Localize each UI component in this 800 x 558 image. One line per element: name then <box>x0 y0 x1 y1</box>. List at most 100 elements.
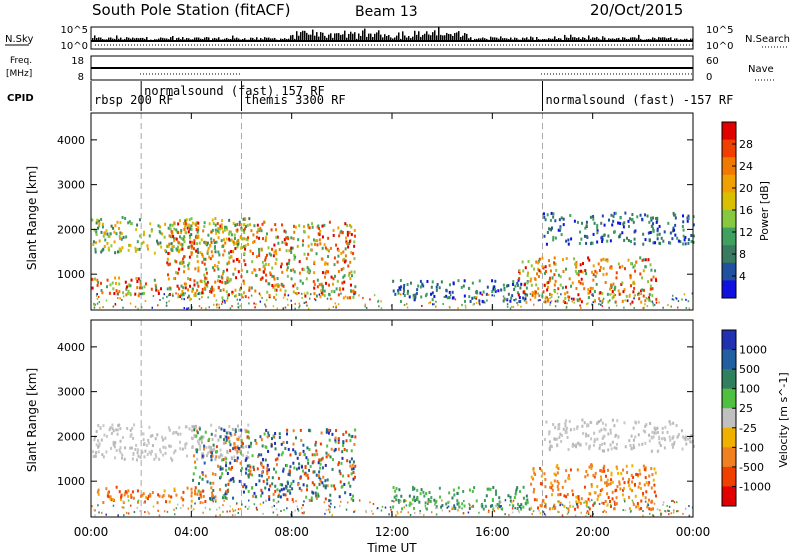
data-cell <box>652 216 655 220</box>
data-cell <box>159 241 162 245</box>
data-cell <box>198 241 201 245</box>
data-cell <box>551 293 553 296</box>
data-cell <box>122 235 125 239</box>
data-cell <box>240 228 243 232</box>
data-cell <box>435 300 437 303</box>
data-cell <box>95 230 98 234</box>
data-cell <box>462 512 465 515</box>
data-cell <box>424 501 427 505</box>
data-cell <box>138 234 141 238</box>
data-cell <box>622 222 625 226</box>
nsky-bar <box>572 37 574 41</box>
data-cell <box>197 234 200 238</box>
data-cell <box>222 269 225 273</box>
data-cell <box>305 474 308 478</box>
data-cell <box>97 504 99 507</box>
data-cell <box>400 500 402 503</box>
data-cell <box>448 296 451 300</box>
data-cell <box>650 224 653 228</box>
data-cell <box>212 481 215 485</box>
data-cell <box>512 280 515 284</box>
data-cell <box>631 499 634 502</box>
power-plot-area <box>91 113 693 310</box>
data-cell <box>656 229 659 233</box>
data-cell <box>211 254 214 258</box>
data-cell <box>662 239 665 243</box>
data-cell <box>638 443 641 447</box>
data-cell <box>244 458 247 462</box>
data-cell <box>662 501 665 504</box>
y-tick-label: 2000 <box>57 223 85 236</box>
data-cell <box>173 451 176 455</box>
data-cell <box>300 438 303 442</box>
data-cell <box>256 467 259 471</box>
data-cell <box>627 258 630 262</box>
nsky-bar <box>176 38 178 41</box>
data-cell <box>399 293 402 296</box>
data-cell <box>177 231 180 235</box>
data-cell <box>525 286 528 290</box>
data-cell <box>308 428 311 432</box>
data-cell <box>277 285 280 289</box>
data-cell <box>286 266 289 270</box>
data-cell <box>105 434 108 438</box>
data-cell <box>148 234 151 238</box>
data-cell <box>353 475 356 479</box>
data-cell <box>222 504 224 507</box>
data-cell <box>594 269 597 273</box>
data-cell <box>540 474 543 478</box>
data-cell <box>170 235 173 239</box>
data-cell <box>170 242 173 246</box>
data-cell <box>254 289 257 293</box>
data-cell <box>597 494 600 498</box>
data-cell <box>187 307 190 310</box>
data-cell <box>205 267 208 271</box>
data-cell <box>554 473 557 477</box>
data-cell <box>274 284 277 288</box>
data-cell <box>109 426 112 430</box>
nsky-bar <box>570 34 572 41</box>
data-cell <box>392 279 395 283</box>
data-cell <box>544 300 547 304</box>
data-cell <box>342 474 345 478</box>
data-cell <box>94 514 96 517</box>
data-cell <box>546 288 549 292</box>
data-cell <box>130 446 133 450</box>
data-cell <box>653 467 656 471</box>
nsky-bar <box>676 38 678 41</box>
data-cell <box>329 297 332 300</box>
data-cell <box>203 279 206 283</box>
data-cell <box>138 218 141 222</box>
data-cell <box>448 305 451 308</box>
data-cell <box>629 302 632 305</box>
data-cell <box>520 507 523 511</box>
data-cell <box>203 273 206 277</box>
data-cell <box>619 221 622 225</box>
data-cell <box>267 431 270 435</box>
data-cell <box>137 454 140 458</box>
data-cell <box>424 504 427 507</box>
data-cell <box>630 447 633 451</box>
data-cell <box>354 464 357 468</box>
data-cell <box>216 264 219 268</box>
data-cell <box>619 233 622 237</box>
data-cell <box>539 466 542 470</box>
data-cell <box>191 221 194 225</box>
data-cell <box>229 505 232 508</box>
data-cell <box>414 298 416 301</box>
data-cell <box>268 293 271 297</box>
data-cell <box>270 444 273 448</box>
data-cell <box>308 269 311 273</box>
data-cell <box>147 441 150 445</box>
data-cell <box>265 273 268 277</box>
data-cell <box>549 296 551 299</box>
nsky-right-tick-top: 10^5 <box>706 25 733 36</box>
data-cell <box>231 293 234 296</box>
data-cell <box>276 513 279 516</box>
data-cell <box>225 431 228 435</box>
data-cell <box>287 447 290 451</box>
data-cell <box>660 514 662 517</box>
data-cell <box>499 505 501 508</box>
nsky-bar <box>344 30 346 41</box>
